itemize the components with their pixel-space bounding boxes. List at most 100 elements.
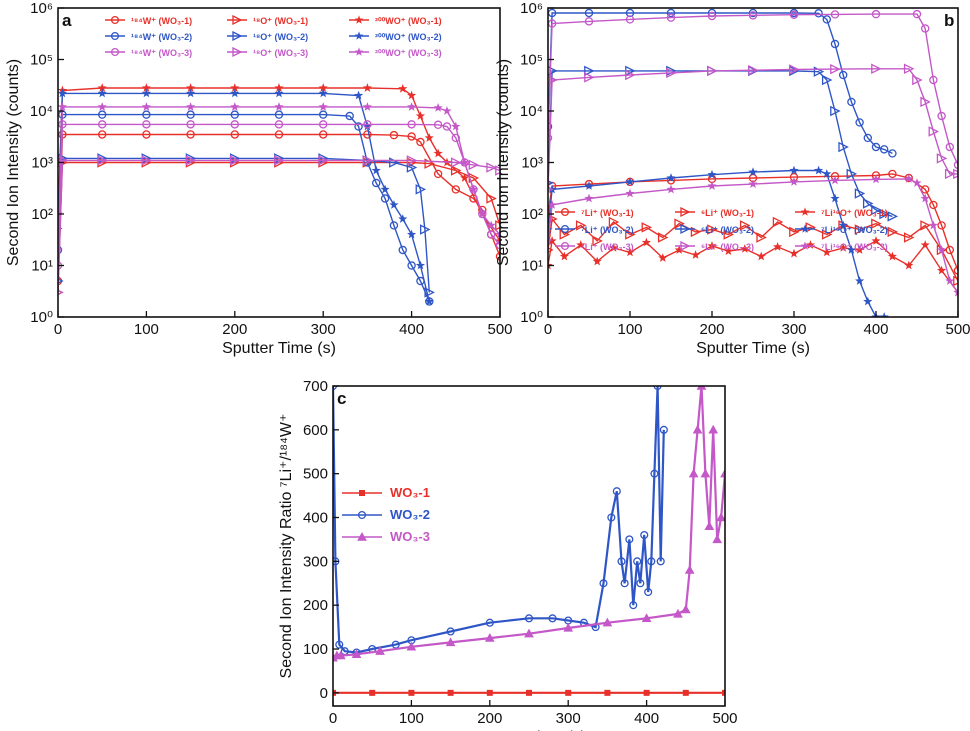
data-point-b-3-3 — [625, 8, 635, 18]
data-point-b-3-15 — [871, 142, 881, 152]
data-point-b-2-7 — [641, 237, 651, 247]
data-point-b-3-14 — [863, 133, 873, 143]
data-point-b-5-3 — [625, 177, 635, 186]
legend-marker-b-7 — [680, 240, 691, 252]
data-point-c-1-18 — [617, 557, 626, 566]
data-point-a-5-16 — [424, 296, 434, 306]
data-point-b-6-12 — [929, 75, 938, 85]
y-tick-label-a: 10¹ — [31, 258, 53, 275]
data-point-b-4-16 — [879, 208, 890, 220]
data-point-b-2-20 — [855, 245, 865, 254]
data-point-b-1-1 — [548, 214, 558, 224]
chart-panel-c: 0 100 200 300 400 500 0 100 200 300 400 500 600 700 Sp… — [278, 378, 738, 731]
data-point-c-1-20 — [625, 535, 634, 544]
data-point-b-2-12 — [723, 246, 733, 256]
data-point-b-1-4 — [592, 235, 603, 247]
data-point-b-5-6 — [748, 167, 758, 177]
data-point-c-0-5 — [526, 689, 532, 696]
y-axis-label-c: Second Ion Intensity Ratio ⁷Li⁺/¹⁸⁴W⁺ — [278, 414, 295, 679]
data-point-c-2-11 — [641, 613, 652, 623]
data-point-a-1-13 — [486, 193, 497, 204]
data-point-c-1-2 — [335, 640, 344, 649]
data-point-a-7-6 — [274, 155, 285, 166]
data-point-c-2-6 — [445, 637, 456, 647]
data-point-b-7-14 — [936, 153, 948, 164]
data-point-a-8-3 — [141, 102, 151, 111]
data-point-a-8-1 — [58, 102, 68, 111]
data-point-c-2-9 — [563, 622, 574, 632]
data-point-a-6-6 — [274, 120, 284, 129]
data-point-a-2-7 — [318, 83, 328, 92]
data-point-b-6-7 — [789, 10, 799, 19]
y-axis-label-b: Second Ion Intensity (counts) — [495, 59, 512, 266]
y-tick-label-b: 10² — [521, 206, 543, 223]
data-point-b-6-14 — [945, 142, 955, 152]
data-point-b-4-12 — [846, 168, 858, 180]
data-point-b-2-22 — [887, 251, 897, 261]
data-point-b-1-9 — [674, 218, 685, 229]
data-point-c-2-15 — [688, 468, 699, 478]
data-point-c-0-10 — [722, 689, 725, 696]
panel-label-c: c — [337, 389, 346, 408]
data-point-b-6-6 — [748, 11, 758, 20]
legend-label-b-1: ⁶Li⁺ (WO₃-1) — [701, 208, 754, 218]
data-point-a-8-9 — [407, 102, 417, 111]
legend-b: ⁷Li⁺ (WO₃-1) ⁶Li⁺ (WO₃-1) ⁷Li¹⁶O⁺ (WO₃-1) ⁷… — [555, 206, 888, 252]
data-point-c-2-23 — [720, 468, 725, 478]
data-point-b-0-10 — [888, 169, 897, 179]
data-point-a-8-15 — [477, 209, 487, 218]
data-point-a-4-13 — [424, 287, 435, 298]
data-point-a-3-8 — [345, 111, 354, 121]
data-point-b-6-4 — [666, 13, 676, 22]
data-point-c-2-7 — [484, 633, 495, 642]
data-point-b-2-21 — [871, 236, 881, 245]
legend-marker-b-1 — [680, 206, 691, 218]
x-tick-label-b: 500 — [945, 321, 970, 338]
data-point-a-3-5 — [230, 110, 240, 119]
data-point-b-1-23 — [903, 232, 915, 243]
legend-marker-a-5 — [354, 31, 364, 40]
data-point-a-8-6 — [274, 102, 284, 111]
data-point-a-5-15 — [415, 260, 426, 270]
data-point-c-2-4 — [375, 646, 385, 655]
data-point-b-2-25 — [937, 265, 947, 275]
data-point-a-1-14 — [495, 220, 500, 231]
data-point-b-2-3 — [576, 240, 586, 249]
data-point-c-0-7 — [604, 689, 611, 696]
data-point-b-3-8 — [814, 9, 823, 18]
data-point-b-7-9 — [871, 63, 882, 75]
data-point-a-7-8 — [362, 155, 374, 166]
data-point-c-0-1 — [369, 689, 376, 696]
legend-marker-b-4 — [680, 223, 691, 235]
data-point-a-5-2 — [97, 88, 107, 98]
data-point-a-8-13 — [460, 157, 470, 167]
data-point-a-4-12 — [420, 224, 431, 235]
legend-marker-b-8 — [800, 241, 810, 250]
data-point-b-2-6 — [625, 247, 635, 257]
x-tick-label-c: 100 — [399, 710, 424, 727]
data-point-a-6-4 — [186, 120, 195, 129]
panel-label-b: b — [944, 11, 954, 30]
series-line-a-7 — [58, 159, 500, 293]
data-point-c-2-13 — [680, 604, 691, 614]
data-point-b-6-11 — [920, 24, 930, 33]
data-point-c-1-27 — [650, 469, 659, 478]
data-point-a-4-10 — [406, 162, 418, 173]
legend-c: WO₃-1 WO₃-2 WO₃-3 — [342, 485, 430, 544]
data-point-b-3-11 — [838, 70, 848, 80]
data-point-b-5-10 — [830, 193, 840, 203]
data-point-b-5-7 — [789, 165, 799, 175]
legend-marker-a-8 — [354, 47, 364, 56]
data-point-a-3-7 — [318, 110, 328, 119]
data-point-a-0-2 — [97, 130, 107, 139]
y-tick-label-c: 400 — [303, 510, 328, 527]
data-point-a-3-4 — [186, 110, 195, 119]
data-point-b-5-4 — [666, 173, 676, 182]
data-point-a-0-4 — [186, 130, 195, 139]
data-point-b-1-10 — [690, 226, 702, 238]
series-line-a-4 — [58, 157, 430, 293]
x-tick-label-a: 500 — [487, 321, 512, 338]
data-point-a-5-4 — [186, 88, 196, 98]
data-point-a-7-13 — [495, 165, 500, 176]
